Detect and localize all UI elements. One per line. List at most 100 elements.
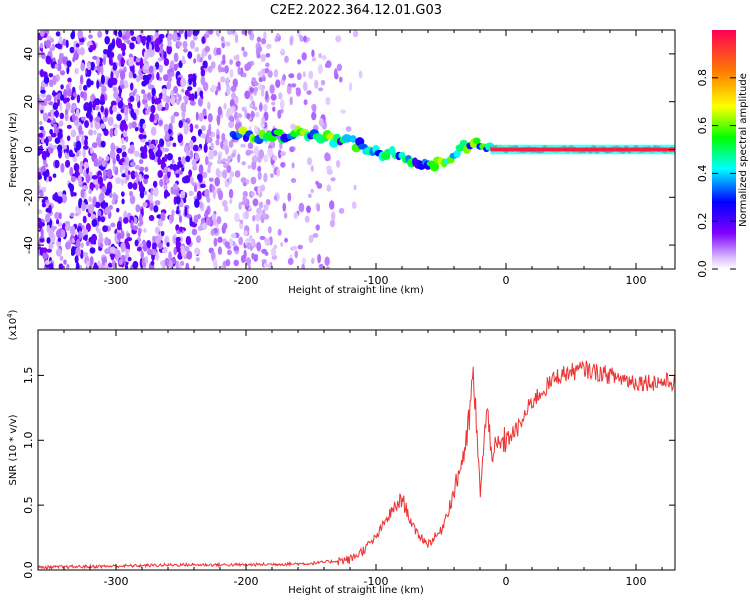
spectrogram-cell bbox=[271, 140, 276, 149]
spectrogram-cell bbox=[194, 152, 200, 162]
spectrogram-cell bbox=[82, 84, 88, 91]
spectrogram-cell bbox=[330, 177, 336, 182]
spectrogram-cell bbox=[130, 219, 134, 230]
spectrogram-cell bbox=[104, 261, 108, 269]
spectrogram-cell bbox=[249, 103, 253, 109]
spectrogram-cell bbox=[64, 224, 71, 232]
spectrogram-cell bbox=[179, 226, 183, 233]
spectrogram-cell bbox=[167, 75, 172, 83]
spectrogram-cell bbox=[207, 65, 213, 73]
spectrogram-cell bbox=[65, 241, 71, 250]
spectrogram-cell bbox=[204, 45, 210, 53]
spectrogram-cell bbox=[242, 72, 247, 78]
spectrogram-cell bbox=[141, 89, 146, 95]
spectrogram-cell bbox=[242, 195, 247, 203]
spectrogram-cell bbox=[88, 204, 95, 214]
spectrogram-cell bbox=[151, 249, 157, 256]
spectrogram-cell bbox=[113, 91, 119, 99]
spectrogram-cell bbox=[69, 225, 76, 236]
spectrogram-cell bbox=[111, 41, 116, 49]
spectrogram-cell bbox=[116, 207, 120, 213]
spectrogram-cell bbox=[39, 121, 43, 126]
spectrogram-cell bbox=[221, 265, 225, 269]
spectrogram-cell bbox=[138, 159, 144, 165]
spectrogram-cell bbox=[271, 101, 276, 106]
spectrogram-cell bbox=[303, 35, 308, 42]
spectrogram-cell bbox=[85, 240, 90, 247]
spectrogram-cell bbox=[49, 128, 53, 135]
spectrogram-cell bbox=[106, 168, 113, 179]
spectrogram-cell bbox=[100, 123, 106, 129]
spectrogram-cell bbox=[97, 30, 103, 38]
spectrogram-cell bbox=[223, 102, 227, 110]
spectrogram-cell bbox=[201, 36, 206, 45]
spectrogram-cell bbox=[163, 192, 168, 199]
spectrogram-cell bbox=[315, 180, 319, 185]
spectrogram-cell bbox=[154, 113, 160, 121]
spectrogram-cell bbox=[38, 151, 41, 156]
x-tick-label: 100 bbox=[626, 575, 647, 588]
spectrogram-cell bbox=[231, 92, 237, 100]
spectrogram-cell bbox=[121, 198, 125, 205]
spectrogram-cell bbox=[264, 238, 271, 246]
spectrogram-cell bbox=[173, 183, 178, 191]
spectrogram-cell bbox=[233, 245, 240, 252]
spectrogram-cell bbox=[55, 31, 61, 37]
spectrogram-cell bbox=[75, 212, 79, 217]
spectrogram-cell bbox=[63, 88, 68, 99]
spectrogram-cell bbox=[124, 115, 129, 122]
spectrogram-cell bbox=[128, 57, 135, 67]
spectrogram-cell bbox=[149, 112, 155, 122]
spectrogram-cell bbox=[263, 172, 268, 183]
spectrogram-cell bbox=[142, 123, 147, 130]
spectrogram-cell bbox=[183, 48, 188, 53]
spectrogram-cell bbox=[151, 72, 155, 81]
spectrogram-cell bbox=[208, 177, 214, 182]
spectrogram-cell bbox=[260, 38, 267, 45]
spectrogram-cell bbox=[75, 108, 80, 118]
spectrogram-cell bbox=[296, 72, 302, 81]
spectrogram-cell bbox=[215, 139, 220, 146]
spectrogram-cell bbox=[89, 44, 94, 51]
spectrogram-cell bbox=[166, 153, 173, 161]
spectrogram-cell bbox=[100, 105, 104, 113]
spectrogram-cell bbox=[144, 102, 149, 109]
spectrogram-cell bbox=[65, 84, 70, 91]
spectrogram-cell bbox=[181, 110, 186, 119]
spectrogram-cell bbox=[84, 102, 90, 108]
spectrogram-cell bbox=[258, 149, 265, 159]
signal-cell bbox=[429, 161, 440, 172]
spectrogram-cell bbox=[52, 103, 59, 110]
spectrogram-cell bbox=[90, 61, 96, 71]
spectrogram-cell bbox=[246, 112, 251, 120]
spectrogram-cell bbox=[88, 34, 93, 39]
spectrogram-cell bbox=[75, 246, 81, 257]
spectrogram-cell bbox=[75, 262, 80, 269]
spectrogram-cell bbox=[183, 125, 189, 135]
spectrogram-cell bbox=[75, 140, 82, 151]
spectrogram-cell bbox=[80, 62, 85, 72]
spectrogram-cell bbox=[263, 31, 267, 40]
spectrogram-cell bbox=[49, 47, 54, 52]
spectrogram-cell bbox=[96, 228, 101, 234]
spectrogram-cell bbox=[67, 77, 72, 83]
spectrogram-cell bbox=[251, 161, 257, 170]
spectrogram-cell bbox=[58, 35, 63, 45]
spectrogram-cell bbox=[336, 63, 343, 72]
spectrogram-cell bbox=[89, 247, 96, 254]
spectrogram-cell bbox=[147, 193, 153, 203]
spectrogram-cell bbox=[108, 51, 115, 58]
spectrogram-cell bbox=[231, 152, 236, 158]
spectrogram-cell bbox=[173, 63, 178, 72]
spectrogram-cell bbox=[208, 30, 214, 35]
spectrogram-cell bbox=[237, 153, 241, 163]
spectrogram-cell bbox=[118, 259, 123, 265]
spectrogram-cell bbox=[146, 248, 153, 256]
spectrogram-cell bbox=[152, 190, 157, 195]
spectrogram-cell bbox=[54, 137, 61, 144]
signal-cell bbox=[453, 149, 461, 158]
spectrogram-cell bbox=[345, 126, 352, 132]
spectrogram-cell bbox=[139, 118, 144, 128]
spectrogram-cell bbox=[112, 64, 118, 71]
spectrogram-cell bbox=[334, 73, 339, 80]
